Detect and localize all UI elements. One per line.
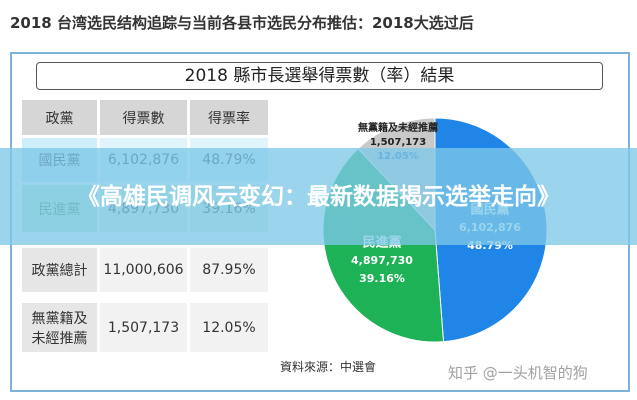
cell-text: 1,507,173 — [107, 319, 180, 336]
cell-text: 87.95% — [202, 262, 256, 278]
table-cell: 1,507,173 — [100, 303, 187, 352]
cell-text: 政黨 — [45, 110, 74, 127]
cell-text: 12.05% — [202, 319, 256, 336]
cell-text: 政黨總計 — [31, 263, 88, 279]
table-header: 得票率 — [190, 100, 268, 135]
cell-text: 無黨籍及未經推薦 — [31, 310, 88, 347]
cell-text: 得票率 — [208, 110, 250, 127]
cell-text: 得票數 — [122, 110, 165, 127]
page-title: 2018 台湾选民结构追踪与当前各县市选民分布推估：2018大选过后 — [10, 14, 474, 32]
slice-votes: 1,507,173 — [370, 137, 426, 148]
slice-label: 無黨籍及未經推薦 — [358, 121, 438, 134]
table-cell: 政黨總計 — [22, 248, 97, 292]
source-note: 資料來源：中選會 — [280, 360, 377, 374]
table-header: 得票數 — [100, 100, 187, 135]
slice-percent: 39.16% — [359, 272, 405, 285]
table-cell: 12.05% — [190, 303, 268, 352]
table-cell: 11,000,606 — [100, 248, 187, 292]
watermark: 知乎 @一头机智的狗 — [448, 364, 588, 382]
table-header: 政黨 — [22, 100, 97, 135]
table-cell: 無黨籍及未經推薦 — [22, 303, 97, 352]
table-cell: 87.95% — [190, 248, 268, 292]
cell-text: 11,000,606 — [103, 262, 184, 278]
figure-title: 2018 縣市長選舉得票數（率）結果 — [36, 62, 603, 90]
slice-votes: 4,897,730 — [351, 254, 413, 267]
banner-title: 《高雄民调风云变幻：最新数据揭示选举走向》 — [77, 183, 560, 210]
banner: 《高雄民调风云变幻：最新数据揭示选举走向》 — [0, 148, 637, 245]
